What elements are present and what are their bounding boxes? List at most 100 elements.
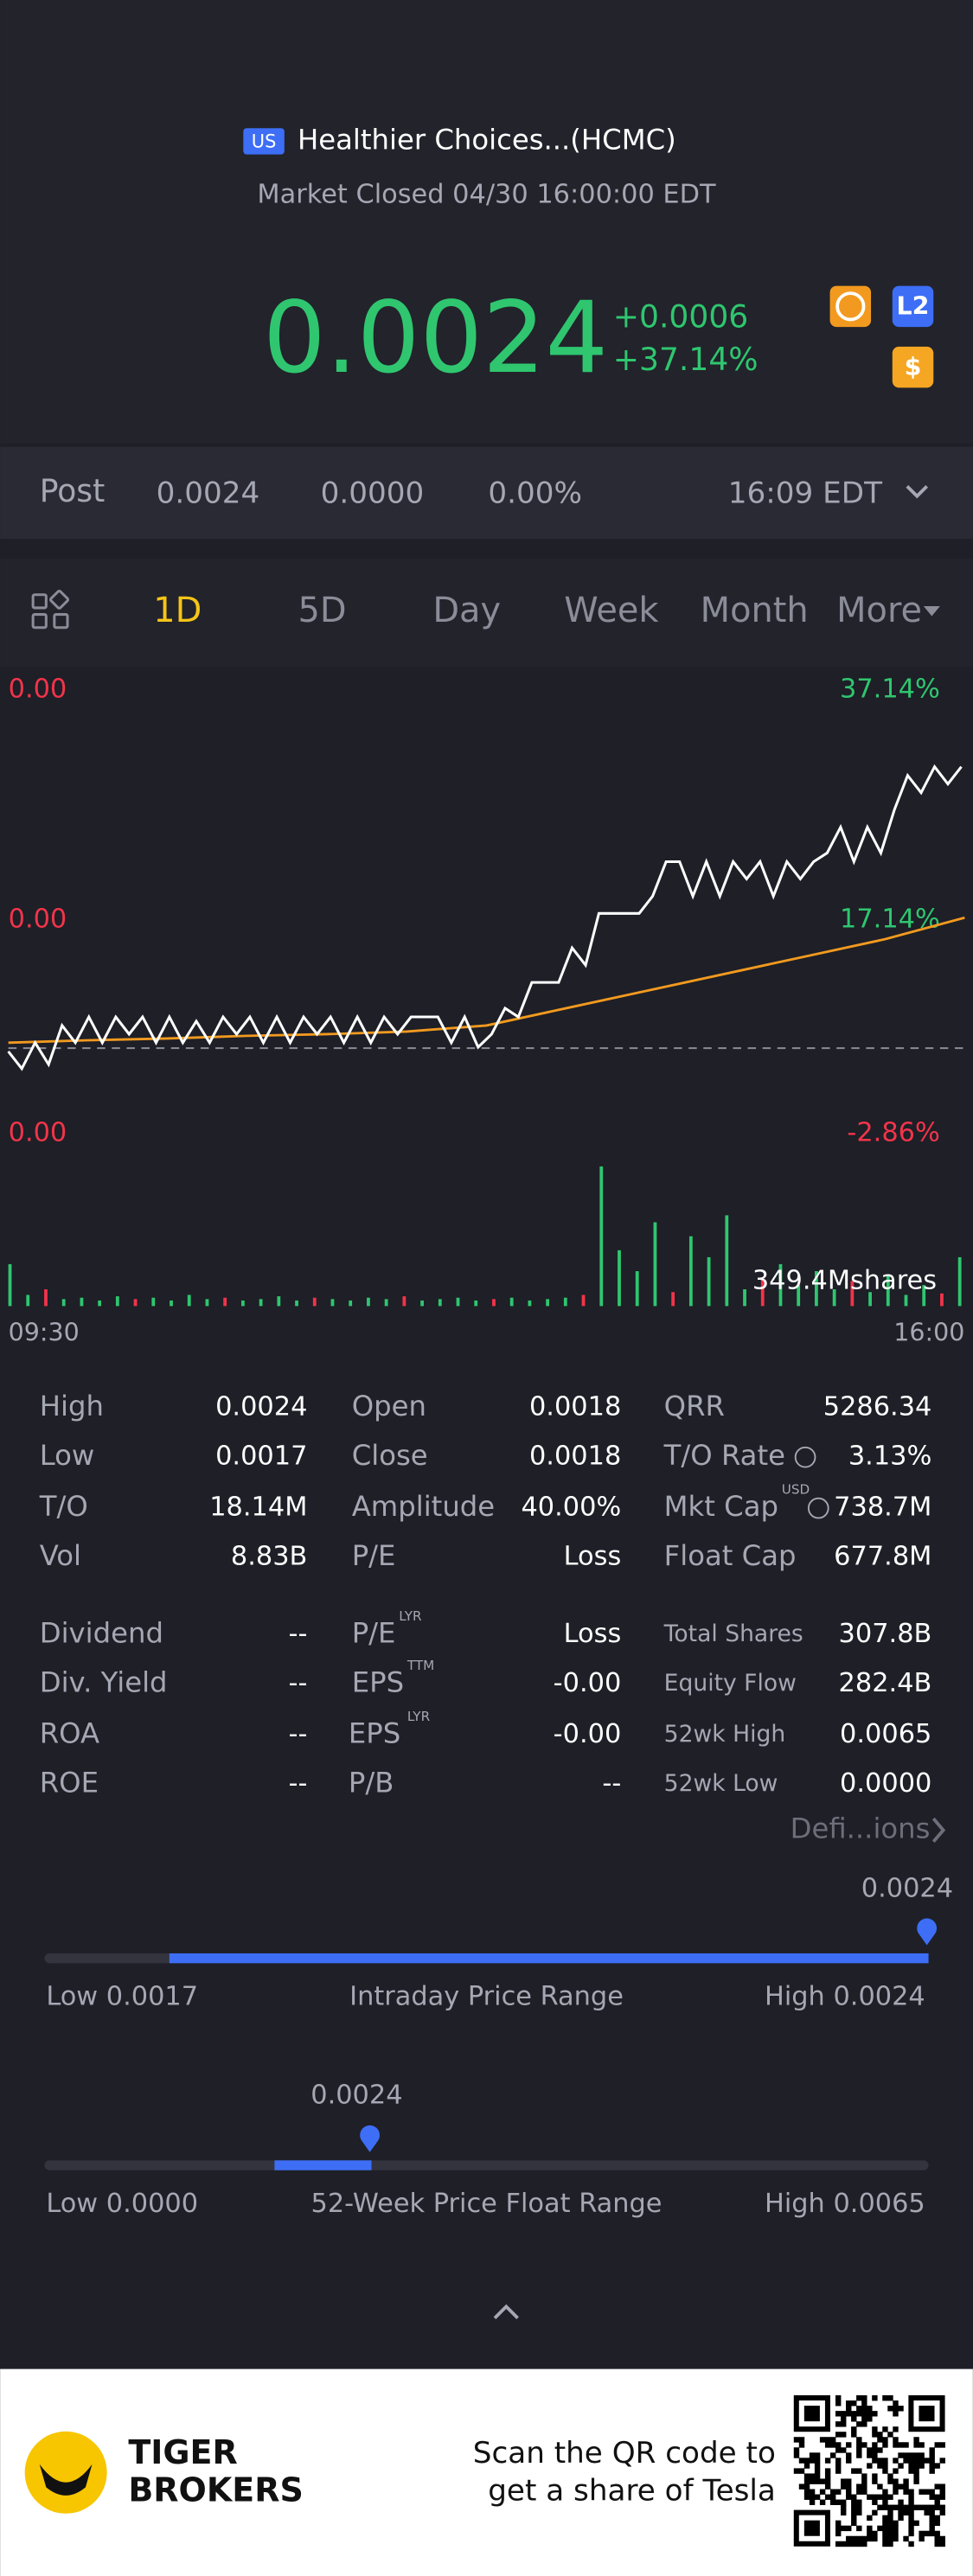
qr-cell — [846, 2400, 852, 2407]
qr-cell — [882, 2395, 888, 2401]
tab[interactable]: More — [836, 591, 922, 630]
week52-current: 0.0024 — [310, 2081, 402, 2111]
qr-cell — [929, 2468, 935, 2474]
icon-l2[interactable] — [892, 285, 934, 328]
qr-cell — [934, 2463, 940, 2469]
info-icon — [807, 1497, 829, 1519]
qr-cell — [924, 2530, 930, 2537]
qr-cell — [898, 2483, 904, 2490]
qr-cell — [861, 2541, 867, 2547]
qr-cell — [872, 2395, 878, 2401]
change-pct: +37.14% — [613, 342, 759, 378]
qr-cell — [835, 2541, 842, 2547]
qr-cell — [913, 2520, 919, 2527]
volume-bar — [599, 1166, 604, 1307]
qr-cell — [829, 2437, 836, 2443]
stat-value: 0.0018 — [529, 1392, 621, 1422]
qr-cell — [903, 2458, 909, 2464]
qr-cell — [851, 2499, 857, 2505]
qr-cell — [887, 2541, 893, 2547]
qr-cell — [877, 2525, 883, 2532]
qr-cell — [872, 2432, 878, 2438]
brand: TIGER — [128, 2433, 237, 2471]
stat-label: High — [40, 1390, 104, 1422]
qr-cell — [819, 2489, 826, 2495]
qr-cell — [908, 2458, 914, 2464]
qr-cell — [856, 2525, 862, 2532]
qr-cell — [867, 2411, 873, 2417]
qr-cell — [939, 2535, 945, 2542]
qr-cell — [851, 2416, 857, 2422]
qr-cell — [898, 2452, 904, 2458]
qr-cell — [803, 2494, 810, 2500]
qr-cell — [934, 2535, 940, 2542]
stat-value: -- — [288, 1619, 307, 1649]
qr-cell — [872, 2452, 878, 2458]
qr-cell — [803, 2489, 810, 2495]
tab[interactable]: Month — [701, 591, 809, 630]
stat-label: Close — [352, 1439, 428, 1472]
qr-cell — [877, 2437, 883, 2443]
qr-cell — [887, 2494, 893, 2500]
volume-bar — [563, 1297, 567, 1307]
qr-cell — [872, 2494, 878, 2500]
volume-bar — [760, 1278, 765, 1307]
volume-bar — [80, 1297, 84, 1307]
qr-cell — [861, 2406, 867, 2412]
qr-cell — [939, 2504, 945, 2510]
qr-cell — [898, 2515, 904, 2522]
qr-cell — [929, 2489, 935, 2495]
stat-sup: USD — [782, 1482, 810, 1498]
volume-bar — [115, 1296, 119, 1307]
qr-cell — [841, 2432, 847, 2438]
qr-cell — [803, 2473, 810, 2479]
qr-cell — [887, 2406, 893, 2412]
qr-cell — [856, 2437, 862, 2443]
post-price: 0.0024 — [157, 476, 260, 510]
qr-cell — [882, 2520, 888, 2527]
header-bg — [0, 0, 973, 444]
post-time[interactable]: 16:09 EDT — [728, 476, 882, 510]
qr-cell — [829, 2494, 836, 2500]
tab[interactable]: Week — [564, 591, 658, 630]
end-time: 16:00 — [893, 1319, 964, 1347]
qr-cell — [814, 2473, 821, 2479]
qr-cell — [908, 2525, 914, 2532]
qr-cell — [835, 2468, 842, 2474]
qr-cell — [919, 2489, 925, 2495]
qr-cell — [819, 2499, 826, 2505]
stat-value: -- — [288, 1719, 307, 1749]
qr-cell — [913, 2458, 919, 2464]
qr-cell — [809, 2489, 816, 2495]
qr-cell — [903, 2509, 909, 2516]
stat-label: Dividend — [40, 1616, 163, 1649]
stat-value: -0.00 — [554, 1668, 622, 1698]
icon-dollar[interactable] — [892, 346, 934, 388]
qr-cell — [908, 2541, 914, 2547]
stat-value: Loss — [564, 1619, 622, 1649]
qr-cell — [846, 2525, 852, 2532]
right-label: 17.14% — [840, 904, 940, 934]
tab[interactable]: 5D — [298, 591, 346, 630]
definitions[interactable]: Defi...ions — [791, 1812, 931, 1844]
qr-cell — [861, 2478, 867, 2484]
stat-value: 0.0017 — [215, 1441, 307, 1472]
stat-sup: TTM — [406, 1658, 434, 1673]
icon-glyph: L2 — [897, 291, 930, 320]
qr-cell — [851, 2400, 857, 2407]
tab[interactable]: 1D — [153, 591, 202, 630]
qr-cell — [841, 2541, 847, 2547]
qr-cell — [824, 2458, 831, 2464]
collapse[interactable] — [493, 2304, 519, 2320]
qr-cell — [872, 2499, 878, 2505]
volume-bar — [26, 1294, 30, 1307]
qr-cell — [934, 2515, 940, 2522]
qr-cell — [919, 2535, 925, 2542]
tab[interactable]: Day — [432, 591, 501, 630]
qr-finder — [919, 2406, 935, 2422]
grid-icon[interactable] — [31, 589, 70, 630]
qr-cell — [809, 2452, 816, 2458]
qr-cell — [835, 2442, 842, 2448]
qr-cell — [919, 2504, 925, 2510]
